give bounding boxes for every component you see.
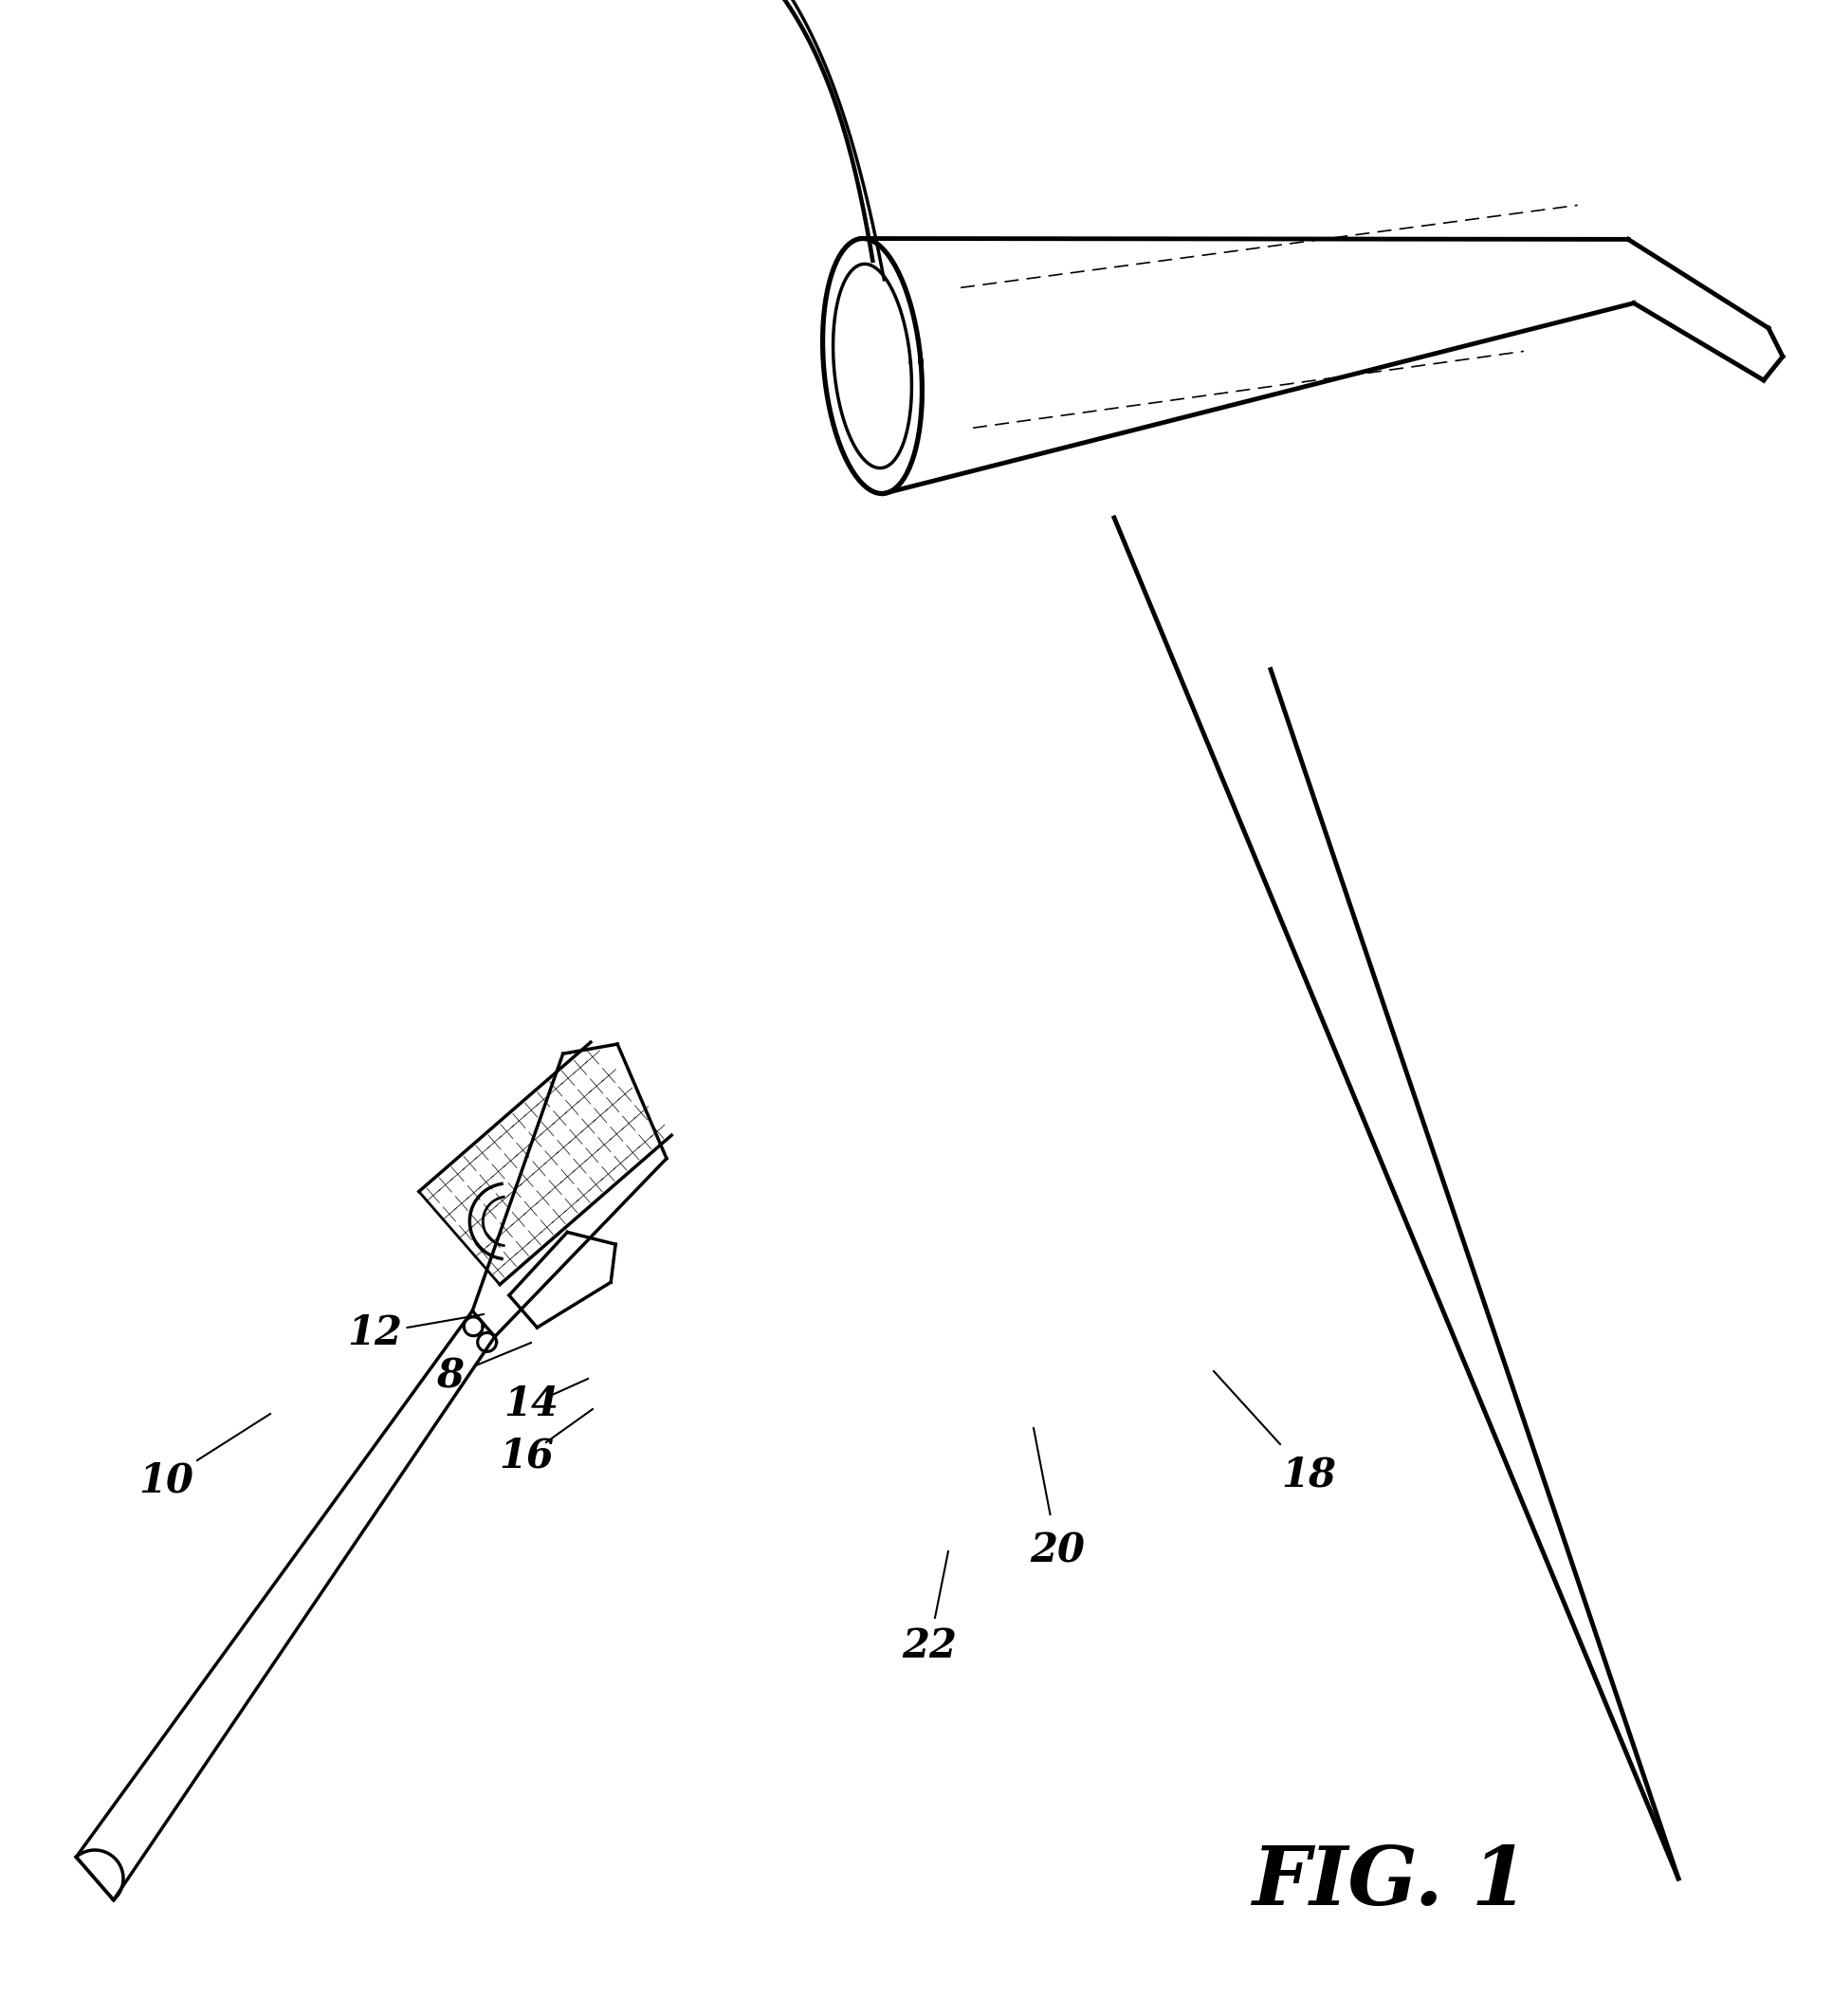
Text: 8: 8 (436, 1357, 463, 1395)
Text: 10: 10 (139, 1460, 194, 1500)
Text: 18: 18 (1281, 1456, 1336, 1496)
Text: 20: 20 (1030, 1532, 1085, 1570)
Text: 16: 16 (498, 1437, 553, 1476)
Text: FIG. 1: FIG. 1 (1251, 1843, 1528, 1921)
Text: 12: 12 (346, 1312, 401, 1353)
Text: 14: 14 (504, 1385, 559, 1423)
Text: 22: 22 (901, 1627, 956, 1665)
